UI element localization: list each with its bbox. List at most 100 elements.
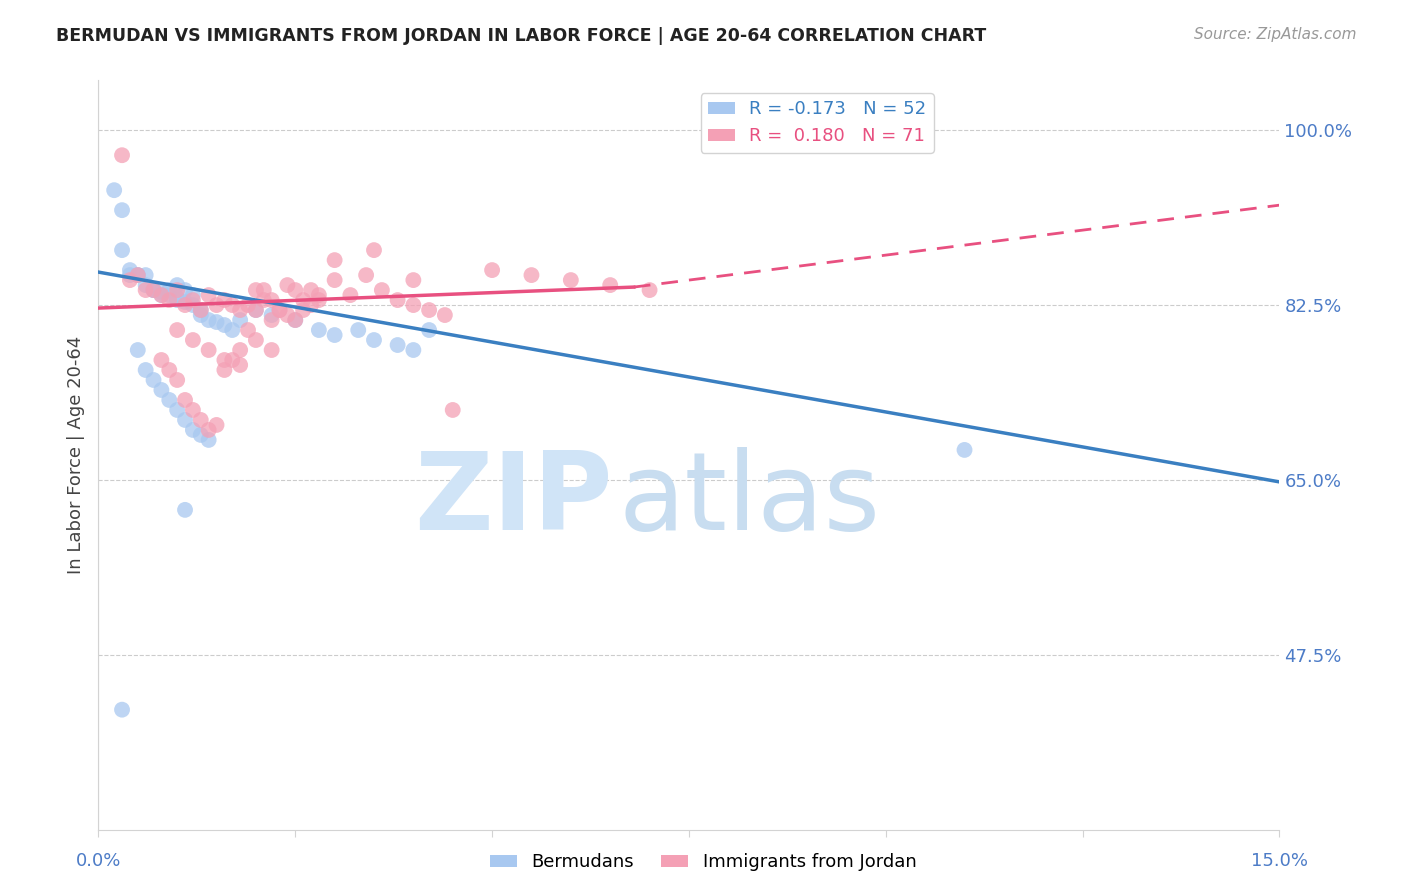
Point — [111, 203, 134, 218]
Point — [520, 268, 543, 282]
Point — [157, 363, 180, 377]
Text: ZIP: ZIP — [413, 447, 612, 553]
Y-axis label: In Labor Force | Age 20-64: In Labor Force | Age 20-64 — [66, 335, 84, 574]
Point — [236, 323, 259, 337]
Text: atlas: atlas — [619, 447, 880, 553]
Point — [323, 328, 346, 343]
Point — [174, 503, 197, 517]
Point — [157, 283, 180, 297]
Point — [150, 288, 173, 302]
Point — [418, 323, 440, 337]
Point — [118, 268, 141, 282]
Point — [166, 323, 188, 337]
Point — [118, 263, 141, 277]
Point — [253, 293, 276, 307]
Point — [418, 303, 440, 318]
Point — [253, 283, 276, 297]
Point — [150, 285, 173, 299]
Point — [402, 343, 425, 357]
Point — [402, 298, 425, 312]
Point — [245, 283, 267, 297]
Point — [638, 283, 661, 297]
Point — [402, 273, 425, 287]
Point — [166, 278, 188, 293]
Point — [308, 293, 330, 307]
Point — [269, 303, 291, 318]
Point — [260, 343, 283, 357]
Point — [229, 313, 252, 327]
Point — [205, 315, 228, 329]
Point — [157, 392, 180, 407]
Point — [214, 293, 236, 307]
Point — [190, 413, 212, 427]
Point — [371, 283, 394, 297]
Point — [166, 403, 188, 417]
Point — [299, 298, 322, 312]
Point — [135, 363, 157, 377]
Point — [292, 303, 315, 318]
Point — [103, 183, 125, 197]
Point — [197, 343, 219, 357]
Point — [387, 338, 409, 352]
Point — [433, 308, 456, 322]
Point — [363, 333, 385, 347]
Text: BERMUDAN VS IMMIGRANTS FROM JORDAN IN LABOR FORCE | AGE 20-64 CORRELATION CHART: BERMUDAN VS IMMIGRANTS FROM JORDAN IN LA… — [56, 27, 987, 45]
Point — [323, 273, 346, 287]
Point — [236, 298, 259, 312]
Point — [260, 308, 283, 322]
Point — [135, 278, 157, 293]
Point — [229, 303, 252, 318]
Point — [481, 263, 503, 277]
Point — [245, 333, 267, 347]
Point — [118, 273, 141, 287]
Point — [292, 293, 315, 307]
Point — [111, 703, 134, 717]
Text: 15.0%: 15.0% — [1251, 852, 1308, 870]
Point — [214, 363, 236, 377]
Point — [221, 353, 243, 368]
Point — [245, 303, 267, 318]
Point — [229, 343, 252, 357]
Point — [276, 308, 298, 322]
Point — [363, 243, 385, 257]
Point — [135, 268, 157, 282]
Point — [323, 253, 346, 268]
Point — [166, 293, 188, 307]
Point — [157, 293, 180, 307]
Point — [214, 318, 236, 332]
Point — [127, 268, 149, 282]
Point — [339, 288, 361, 302]
Point — [245, 303, 267, 318]
Point — [354, 268, 377, 282]
Point — [260, 293, 283, 307]
Point — [269, 303, 291, 318]
Point — [197, 423, 219, 437]
Point — [190, 303, 212, 318]
Point — [174, 413, 197, 427]
Point — [142, 283, 165, 297]
Point — [190, 308, 212, 322]
Point — [197, 313, 219, 327]
Point — [197, 288, 219, 302]
Point — [174, 392, 197, 407]
Point — [150, 383, 173, 397]
Point — [111, 243, 134, 257]
Point — [174, 295, 197, 310]
Point — [205, 417, 228, 432]
Point — [181, 293, 204, 307]
Point — [560, 273, 582, 287]
Point — [166, 283, 188, 297]
Point — [308, 288, 330, 302]
Point — [181, 423, 204, 437]
Point — [142, 283, 165, 297]
Point — [276, 278, 298, 293]
Legend: Bermudans, Immigrants from Jordan: Bermudans, Immigrants from Jordan — [482, 847, 924, 879]
Point — [308, 323, 330, 337]
Point — [181, 288, 204, 302]
Point — [221, 323, 243, 337]
Point — [441, 403, 464, 417]
Point — [347, 323, 370, 337]
Text: 0.0%: 0.0% — [76, 852, 121, 870]
Point — [150, 353, 173, 368]
Point — [190, 303, 212, 318]
